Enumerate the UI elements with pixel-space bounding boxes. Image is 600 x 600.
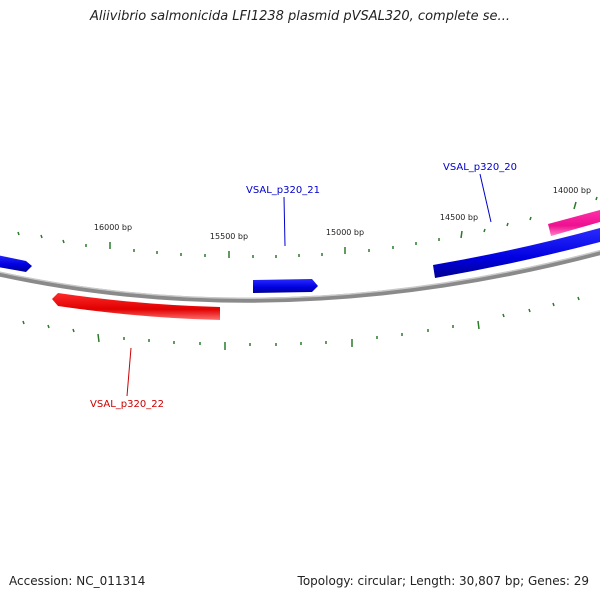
major-tick	[573, 201, 577, 210]
tick-label: 14500 bp	[440, 213, 478, 222]
tick-label: 16000 bp	[94, 223, 132, 232]
minor-tick	[502, 313, 505, 318]
minor-tick	[506, 222, 509, 227]
tick-label: 14000 bp	[553, 186, 591, 195]
minor-tick	[17, 231, 20, 236]
leader-line	[126, 347, 132, 397]
gene-label-vsal-p320-21[interactable]: VSAL_p320_21	[246, 185, 320, 196]
accession-text: Accession: NC_011314	[9, 574, 146, 588]
minor-tick	[529, 216, 532, 221]
minor-tick	[577, 296, 580, 301]
leader-line	[479, 173, 492, 223]
minor-tick	[40, 234, 43, 239]
minor-tick	[22, 320, 25, 325]
gene-label-vsal-p320-22[interactable]: VSAL_p320_22	[90, 399, 164, 410]
gene-arrow-pink[interactable]	[548, 210, 600, 236]
inner-tick-ring	[22, 296, 580, 350]
tick-label: 15000 bp	[326, 228, 364, 237]
tick-labels: 16000 bp 15500 bp 15000 bp 14500 bp 1400…	[94, 186, 591, 241]
minor-tick	[528, 308, 531, 313]
gene-arrow-left-edge[interactable]	[0, 254, 32, 272]
map-title: Aliivibrio salmonicida LFI1238 plasmid p…	[90, 9, 510, 24]
reverse-strand-features	[52, 293, 220, 320]
outer-tick-ring	[17, 196, 598, 258]
minor-tick	[595, 196, 598, 201]
minor-tick	[552, 302, 555, 307]
gene-arrow-vsal-p320-22[interactable]	[52, 293, 220, 320]
topology-text: Topology: circular; Length: 30,807 bp; G…	[297, 574, 589, 588]
minor-tick	[62, 239, 65, 244]
plasmid-backbone	[0, 250, 600, 303]
major-tick	[477, 320, 480, 330]
minor-tick	[483, 228, 486, 233]
major-tick	[460, 230, 463, 239]
major-tick	[97, 333, 100, 343]
tick-label: 15500 bp	[210, 232, 248, 241]
forward-strand-features	[0, 210, 600, 293]
gene-arrow-vsal-p320-20[interactable]	[433, 228, 600, 278]
gene-labels: VSAL_p320_20 VSAL_p320_21 VSAL_p320_22	[90, 162, 517, 410]
minor-tick	[72, 328, 75, 333]
gene-arrow-vsal-p320-21[interactable]	[253, 279, 318, 293]
gene-label-vsal-p320-20[interactable]: VSAL_p320_20	[443, 162, 517, 173]
leader-line	[283, 196, 286, 247]
plasmid-backbone-highlight	[0, 249, 600, 299]
minor-tick	[47, 324, 50, 329]
